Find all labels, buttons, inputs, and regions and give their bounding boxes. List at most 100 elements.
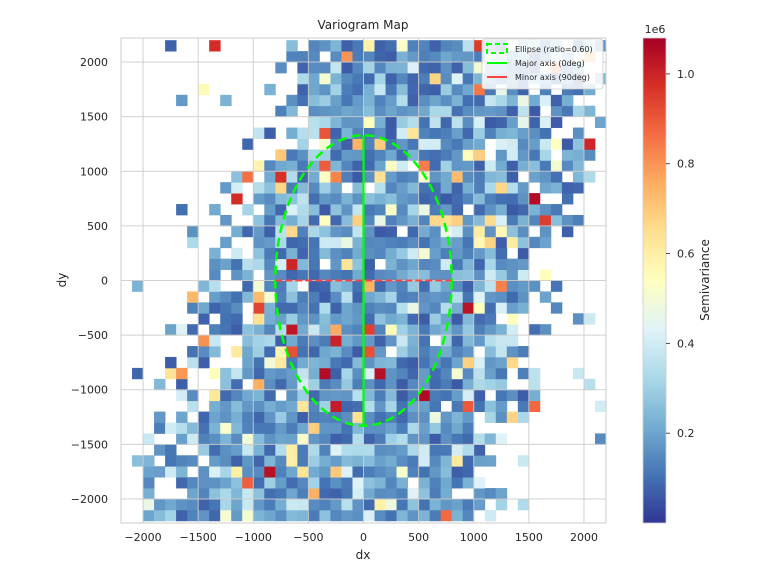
heatmap-cell [308, 291, 320, 303]
heatmap-cell [209, 389, 221, 402]
heatmap-cell [396, 127, 408, 139]
heatmap-cell [253, 324, 265, 336]
heatmap-cell [440, 367, 453, 380]
heatmap-cell [319, 433, 331, 445]
heatmap-cell [220, 324, 232, 336]
heatmap-cell [319, 324, 331, 336]
heatmap-cell [352, 466, 364, 478]
heatmap-cell [385, 236, 397, 249]
heatmap-cell [517, 105, 530, 118]
heatmap-cell [451, 346, 464, 358]
heatmap-cell [253, 182, 265, 194]
heatmap-cell [308, 40, 320, 52]
heatmap-cell [286, 509, 298, 522]
y-tick-label: −500 [78, 329, 108, 342]
heatmap-cell [495, 400, 508, 412]
heatmap-cell [275, 433, 287, 445]
heatmap-cell [352, 324, 364, 336]
heatmap-cell [264, 313, 276, 325]
heatmap-cell [231, 488, 243, 500]
heatmap-cell [495, 149, 508, 161]
heatmap-cell [462, 182, 475, 194]
heatmap-cell [396, 204, 408, 216]
heatmap-cell [407, 214, 420, 227]
heatmap-cell [418, 411, 431, 423]
heatmap-cell [451, 62, 464, 74]
heatmap-cell [418, 455, 431, 467]
heatmap-cell [209, 411, 221, 423]
heatmap-cell [352, 346, 364, 358]
heatmap-cell [429, 411, 442, 423]
heatmap-cell [275, 149, 287, 161]
heatmap-cell [462, 193, 475, 205]
x-tick-label: −2000 [124, 531, 161, 544]
heatmap-cell [341, 149, 353, 161]
heatmap-cell [264, 324, 276, 336]
heatmap-cell [396, 62, 408, 74]
heatmap-cell [220, 182, 232, 194]
heatmap-cell [495, 105, 508, 118]
heatmap-cell [143, 498, 155, 511]
heatmap-cell [264, 498, 276, 511]
heatmap-cell [385, 138, 397, 150]
heatmap-cell [462, 346, 475, 358]
heatmap-cell [572, 105, 585, 118]
heatmap-cell [253, 160, 265, 172]
heatmap-cell [187, 356, 199, 369]
heatmap-cell [330, 269, 342, 281]
colorbar-tick-label: 0.4 [677, 337, 695, 350]
heatmap-cell [451, 509, 464, 522]
heatmap-cell [440, 149, 453, 161]
x-tick-label: 1500 [515, 531, 543, 544]
heatmap-cell [484, 280, 497, 292]
heatmap-cell [176, 204, 188, 216]
heatmap-cell [297, 225, 309, 238]
heatmap-cell [407, 378, 420, 391]
heatmap-cell [286, 367, 298, 380]
heatmap-cell [198, 411, 210, 423]
heatmap-cell [473, 94, 486, 107]
heatmap-cell [374, 83, 386, 96]
heatmap-cell [286, 444, 298, 456]
heatmap-cell [506, 193, 519, 205]
heatmap-cell [341, 509, 353, 522]
heatmap-cell [374, 400, 386, 412]
heatmap-cell [231, 455, 243, 467]
heatmap-cell [242, 280, 254, 292]
heatmap-cell [264, 367, 276, 380]
heatmap-cell [165, 422, 177, 434]
heatmap-cell [253, 247, 265, 260]
heatmap-cell [330, 400, 342, 412]
heatmap-cell [385, 214, 397, 227]
heatmap-cell [176, 94, 188, 107]
heatmap-cell [308, 105, 320, 118]
heatmap-cell [517, 346, 530, 358]
heatmap-cell [352, 83, 364, 96]
heatmap-cell [341, 455, 353, 467]
heatmap-cell [209, 280, 221, 292]
heatmap-cell [286, 247, 298, 260]
heatmap-cell [286, 324, 298, 336]
heatmap-cell [407, 258, 420, 270]
y-tick-label: −1000 [71, 384, 108, 397]
heatmap-cell [418, 116, 431, 128]
heatmap-cell [495, 236, 508, 249]
heatmap-cell [330, 127, 342, 139]
heatmap-cell [209, 335, 221, 347]
heatmap-cell [440, 444, 453, 456]
heatmap-cell [319, 83, 331, 96]
heatmap-cell [341, 324, 353, 336]
heatmap-cell [484, 204, 497, 216]
heatmap-cell [330, 378, 342, 391]
heatmap-cell [374, 214, 386, 227]
heatmap-cell [407, 389, 420, 402]
heatmap-cell [165, 509, 177, 522]
heatmap-cell [242, 422, 254, 434]
heatmap-cell [176, 455, 188, 467]
heatmap-cell [330, 422, 342, 434]
heatmap-cell [462, 280, 475, 292]
heatmap-cell [341, 389, 353, 402]
heatmap-cell [429, 138, 442, 150]
heatmap-cell [341, 214, 353, 227]
heatmap-cell [264, 182, 276, 194]
